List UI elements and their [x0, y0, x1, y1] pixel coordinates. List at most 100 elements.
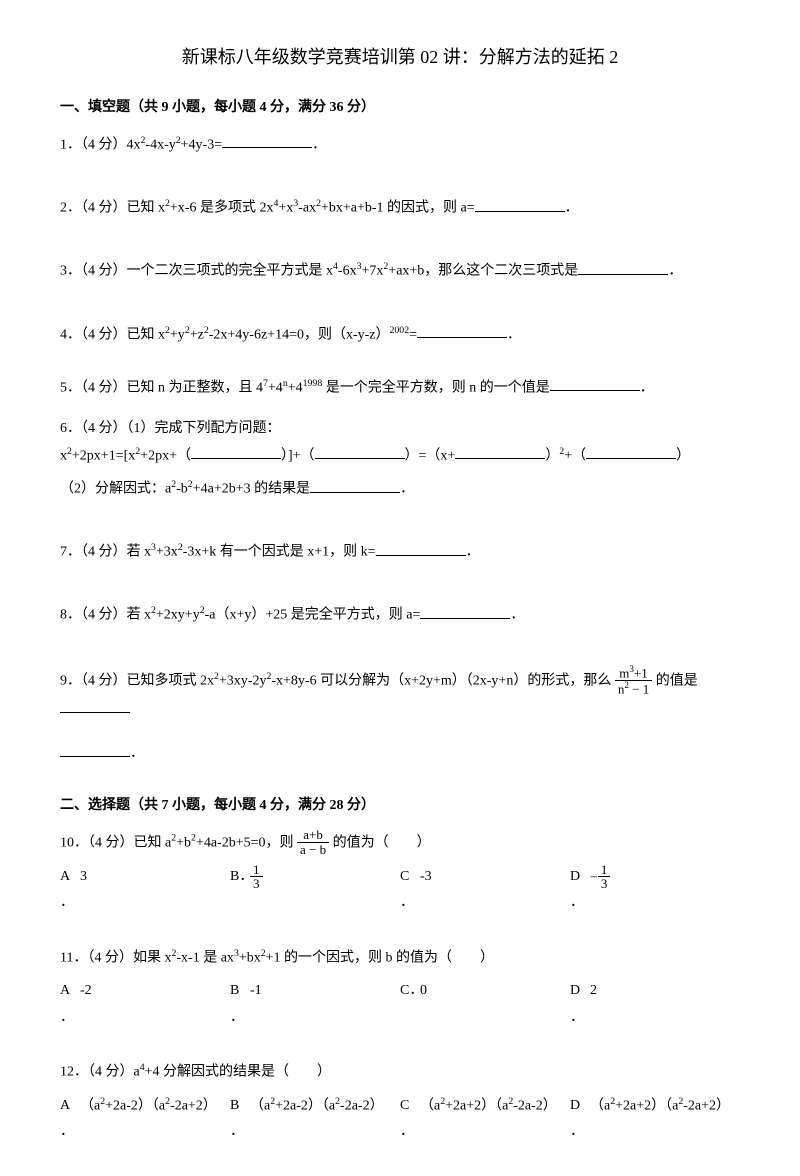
opt-dot: ． — [230, 1010, 244, 1025]
q-end: ． — [507, 327, 521, 342]
opt-label: C — [400, 1098, 409, 1113]
q5-text: +4 — [268, 380, 283, 395]
opt-label: B — [230, 983, 239, 998]
section-2-heading: 二、选择题（共 7 小题，每小题 4 分，满分 28 分） — [60, 796, 740, 816]
q8-text: 8．（4 分）若 x — [60, 608, 151, 623]
option-C: C．-3 — [400, 864, 570, 917]
q6-text: x — [60, 448, 67, 463]
option-C: C．（a2+2a+2）（a2-2a-2） — [400, 1093, 570, 1146]
q10-text: +b — [176, 836, 191, 851]
q6-text: +2px+1=[x — [72, 448, 135, 463]
opt-label: C — [400, 869, 409, 884]
q-end: ． — [130, 746, 144, 761]
q2-text: +x — [278, 201, 293, 216]
opt-val: （a — [590, 1098, 610, 1113]
opt-val: +2a-2）（a — [105, 1098, 165, 1113]
q-end: ． — [640, 380, 654, 395]
blank — [455, 444, 545, 459]
opt-val: -2a-2） — [340, 1098, 384, 1113]
q10-text: 的值为（ ） — [333, 836, 431, 851]
frac-den: − 1 — [629, 681, 649, 696]
option-D: D．2 — [570, 978, 740, 1031]
opt-val: − — [590, 870, 598, 885]
opt-label: C — [400, 983, 409, 998]
q-end: ． — [466, 545, 480, 560]
opt-val: +2a+2）（a — [615, 1098, 678, 1113]
option-B: B．13 — [230, 864, 400, 917]
blank — [550, 376, 640, 391]
question-4: 4．（4 分）已知 x2+y2+z2-2x+4y-6z+14=0，则（x-y-z… — [60, 322, 740, 349]
blank — [376, 540, 466, 555]
q5-text: 5．（4 分）已知 n 为正整数，且 4 — [60, 380, 263, 395]
q8-text: +2xy+y — [156, 608, 200, 623]
q1-text: +4y-3= — [181, 137, 222, 152]
q11-text: -x-1 是 ax — [176, 950, 234, 965]
opt-label: A — [60, 869, 70, 884]
q-end: ． — [668, 264, 682, 279]
q11-text: +1 的一个因式，则 b 的值为（ ） — [266, 950, 494, 965]
q3-text: +ax+b，那么这个二次三项式是 — [388, 264, 578, 279]
blank — [191, 444, 281, 459]
blank — [417, 323, 507, 338]
question-7: 7．（4 分）若 x3+3x2-3x+k 有一个因式是 x+1，则 k=． — [60, 539, 740, 566]
blank — [222, 133, 312, 148]
q9-text: 的值是 — [656, 673, 698, 688]
q-end: ． — [312, 137, 326, 152]
opt-val: -2a-2） — [513, 1098, 557, 1113]
q1-text: 1．（4 分）4x — [60, 137, 141, 152]
q7-text: -3x+k 有一个因式是 x+1，则 k= — [183, 545, 376, 560]
q2-text: +bx+a+b-1 的因式，则 a= — [321, 201, 475, 216]
question-12: 12．（4 分）a4+4 分解因式的结果是（ ） A．（a2+2a-2）（a2-… — [60, 1059, 740, 1145]
q2-text: 2．（4 分）已知 x — [60, 201, 165, 216]
option-D: D．（a2+2a+2）（a2-2a+2） — [570, 1093, 740, 1146]
opt-dot: ． — [60, 895, 74, 910]
question-3: 3．（4 分）一个二次三项式的完全平方式是 x4-6x3+7x2+ax+b，那么… — [60, 258, 740, 285]
q1-text: -4x-y — [145, 137, 175, 152]
opt-dot: ． — [60, 1010, 74, 1025]
frac-num: +1 — [634, 665, 648, 680]
question-1: 1．（4 分）4x2-4x-y2+4y-3=． — [60, 132, 740, 159]
option-C: C．0 — [400, 978, 570, 1031]
q6-text: +4a+2b+3 的结果是 — [193, 482, 310, 497]
opt-label: B — [230, 1098, 239, 1113]
q7-text: 7．（4 分）若 x — [60, 545, 151, 560]
opt-val: +2a+2）（a — [445, 1098, 508, 1113]
frac-den: 3 — [250, 876, 263, 891]
question-9: 9．（4 分）已知多项式 2x2+3xy-2y2-x+8y-6 可以分解为（x+… — [60, 666, 740, 768]
question-2: 2．（4 分）已知 x2+x-6 是多项式 2x4+x3-ax2+bx+a+b-… — [60, 195, 740, 222]
q-end: ． — [565, 201, 579, 216]
opt-label: D — [570, 983, 580, 998]
frac-num: m — [619, 665, 629, 680]
opt-val: -2a+2） — [683, 1098, 730, 1113]
fraction: 13 — [598, 863, 611, 891]
option-D: D．−13 — [570, 864, 740, 917]
frac-den: a − b — [297, 842, 329, 857]
q8-text: -a（x+y）+25 是完全平方式，则 a= — [205, 608, 421, 623]
option-A: A．（a2+2a-2）（a2-2a+2） — [60, 1093, 230, 1146]
fraction: 13 — [250, 863, 263, 891]
option-A: A．3 — [60, 864, 230, 917]
question-11: 11．（4 分）如果 x2-x-1 是 ax3+bx2+1 的一个因式，则 b … — [60, 945, 740, 1031]
q12-text: +4 分解因式的结果是（ ） — [145, 1065, 331, 1080]
q10-text: 10．（4 分）已知 a — [60, 836, 171, 851]
opt-val: （a — [80, 1098, 100, 1113]
q4-text: +z — [190, 327, 204, 342]
q5-text: 是一个完全平方数，则 n 的一个值是 — [322, 380, 550, 395]
opt-label: A — [60, 983, 70, 998]
q10-text: +4a-2b+5=0，则 — [196, 836, 294, 851]
q6-line2: x2+2px+1=[x2+2px+（）]+（）=（x+）2+（） — [60, 443, 740, 470]
q6-text: +2px+（ — [140, 448, 191, 463]
q5-text: +4 — [288, 380, 303, 395]
opt-label: A — [60, 1098, 70, 1113]
opt-label: B — [230, 869, 239, 884]
q6-line3: （2）分解因式：a2-b2+4a+2b+3 的结果是． — [60, 476, 740, 503]
q2-text: -ax — [298, 201, 316, 216]
q-end: ． — [400, 482, 414, 497]
q6-text: ）=（x+ — [405, 448, 456, 463]
q6-text: +（ — [564, 448, 586, 463]
opt-dot: ． — [570, 895, 584, 910]
opt-dot: ． — [400, 895, 414, 910]
q11-text: +bx — [239, 950, 261, 965]
q6-text: ） — [545, 448, 559, 463]
opt-val: -2a+2） — [170, 1098, 217, 1113]
